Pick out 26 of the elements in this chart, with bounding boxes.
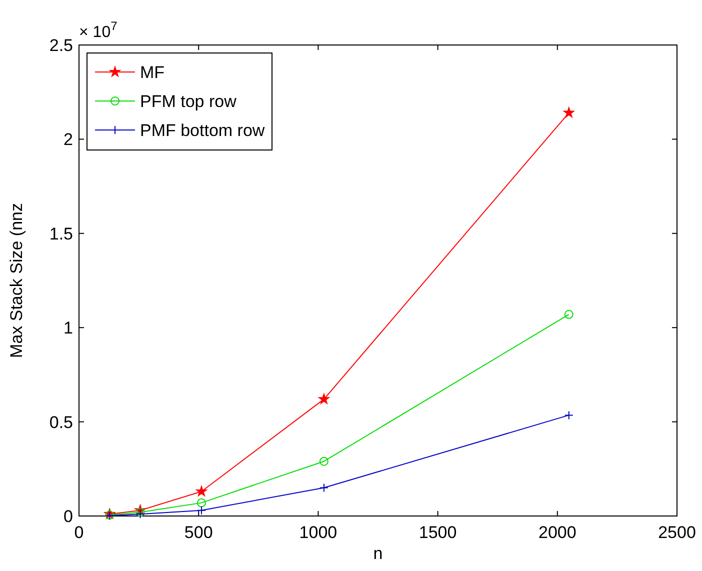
x-axis-title: n — [373, 544, 383, 563]
point — [195, 484, 208, 497]
text: × 10$^{7}$ — [79, 19, 118, 41]
point — [564, 410, 574, 420]
point — [319, 456, 328, 466]
point — [564, 310, 574, 319]
x-tick-label: 2500 — [658, 523, 696, 542]
legend-label: PFM top row — [140, 92, 238, 111]
y-tick-label: 1.5 — [49, 224, 73, 244]
x-tick-label: 1000 — [299, 523, 338, 542]
point — [318, 392, 330, 405]
point — [196, 506, 206, 515]
point — [562, 106, 576, 118]
y-tick-label: 1 — [64, 318, 73, 338]
y-axis-title: Max Stack Size (nnz — [7, 203, 26, 358]
x-tick-label: 1500 — [418, 523, 457, 542]
point — [319, 483, 328, 492]
x-tick-label: 2000 — [538, 523, 576, 542]
legend-label: MF — [140, 63, 165, 82]
point — [196, 498, 206, 508]
legend-label: PMF bottom row — [140, 121, 266, 140]
y-tick-label: 0 — [64, 507, 73, 526]
y-tick-label: 0.5 — [49, 412, 73, 432]
y-tick-label: 2.5 — [49, 36, 73, 55]
x-tick-label: 500 — [184, 523, 213, 542]
y-tick-label: 2 — [64, 130, 73, 150]
